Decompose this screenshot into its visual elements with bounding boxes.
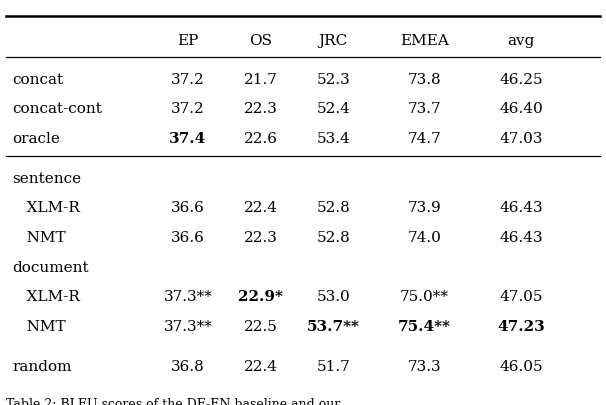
Text: NMT: NMT <box>12 319 65 333</box>
Text: 53.4: 53.4 <box>316 132 350 146</box>
Text: 22.9*: 22.9* <box>238 290 283 303</box>
Text: 51.7: 51.7 <box>316 359 350 373</box>
Text: EMEA: EMEA <box>400 34 448 48</box>
Text: OS: OS <box>249 34 272 48</box>
Text: 36.6: 36.6 <box>171 230 205 244</box>
Text: 52.8: 52.8 <box>316 201 350 215</box>
Text: NMT: NMT <box>12 230 65 244</box>
Text: 37.4: 37.4 <box>169 132 207 146</box>
Text: oracle: oracle <box>12 132 60 146</box>
Text: 36.6: 36.6 <box>171 201 205 215</box>
Text: 73.8: 73.8 <box>407 73 441 87</box>
Text: avg: avg <box>507 34 535 48</box>
Text: 75.4**: 75.4** <box>398 319 451 333</box>
Text: 74.0: 74.0 <box>407 230 441 244</box>
Text: 37.2: 37.2 <box>171 102 205 116</box>
Text: 74.7: 74.7 <box>407 132 441 146</box>
Text: concat-cont: concat-cont <box>12 102 102 116</box>
Text: 46.43: 46.43 <box>499 201 543 215</box>
Text: 52.8: 52.8 <box>316 230 350 244</box>
Text: XLM-R: XLM-R <box>12 201 80 215</box>
Text: 75.0**: 75.0** <box>400 290 448 303</box>
Text: 37.3**: 37.3** <box>164 319 212 333</box>
Text: 52.3: 52.3 <box>316 73 350 87</box>
Text: 47.05: 47.05 <box>499 290 543 303</box>
Text: 22.3: 22.3 <box>244 102 278 116</box>
Text: document: document <box>12 260 88 274</box>
Text: 47.03: 47.03 <box>499 132 543 146</box>
Text: XLM-R: XLM-R <box>12 290 80 303</box>
Text: 46.25: 46.25 <box>499 73 543 87</box>
Text: sentence: sentence <box>12 171 81 185</box>
Text: 21.7: 21.7 <box>244 73 278 87</box>
Text: 73.7: 73.7 <box>407 102 441 116</box>
Text: 73.9: 73.9 <box>407 201 441 215</box>
Text: 37.2: 37.2 <box>171 73 205 87</box>
Text: random: random <box>12 359 72 373</box>
Text: Table 2: BLEU scores of the DE-EN baseline and our: Table 2: BLEU scores of the DE-EN baseli… <box>6 397 341 405</box>
Text: 53.7**: 53.7** <box>307 319 360 333</box>
Text: JRC: JRC <box>319 34 348 48</box>
Text: 46.43: 46.43 <box>499 230 543 244</box>
Text: 52.4: 52.4 <box>316 102 350 116</box>
Text: 53.0: 53.0 <box>316 290 350 303</box>
Text: 36.8: 36.8 <box>171 359 205 373</box>
Text: 22.6: 22.6 <box>244 132 278 146</box>
Text: 46.40: 46.40 <box>499 102 543 116</box>
Text: 73.3: 73.3 <box>407 359 441 373</box>
Text: 22.4: 22.4 <box>244 359 278 373</box>
Text: 22.3: 22.3 <box>244 230 278 244</box>
Text: EP: EP <box>177 34 199 48</box>
Text: 47.23: 47.23 <box>498 319 545 333</box>
Text: 46.05: 46.05 <box>499 359 543 373</box>
Text: concat: concat <box>12 73 63 87</box>
Text: 22.4: 22.4 <box>244 201 278 215</box>
Text: 37.3**: 37.3** <box>164 290 212 303</box>
Text: 22.5: 22.5 <box>244 319 278 333</box>
